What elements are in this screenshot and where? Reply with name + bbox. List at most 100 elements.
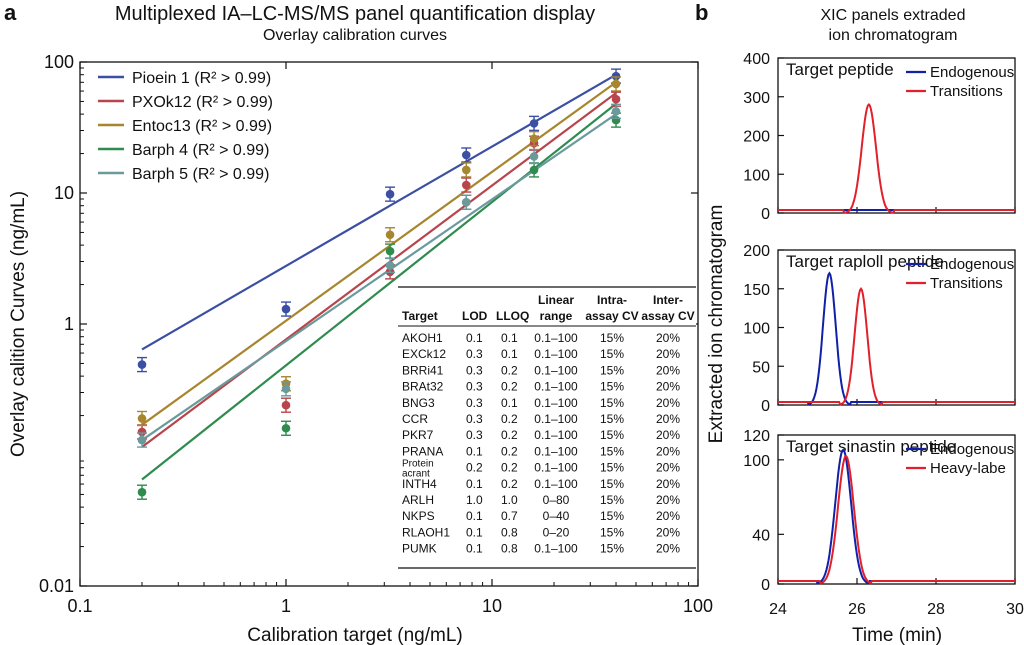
xic-y-tick-label: 100 [743, 167, 770, 184]
y-tick-label: 0.01 [39, 576, 74, 596]
table-header: Target [402, 309, 438, 323]
table-cell: 20% [656, 363, 680, 377]
table-cell: 15% [600, 509, 624, 523]
table-cell: 15% [600, 477, 624, 491]
table-cell: 0.1 [466, 444, 483, 458]
calibration-plot: 0.1 1 10 100 0.01 1 10 100 Calibration target (… [8, 52, 713, 645]
table-cell: 15% [600, 412, 624, 426]
chart-title: Multiplexed IA–LC-MS/MS panel quantifica… [115, 3, 595, 25]
x-axis-label: Calibration target (ng/mL) [247, 625, 462, 645]
table-cell: INTH4 [402, 477, 437, 491]
table-cell: 0–40 [543, 509, 570, 523]
table-cell: ARLH [402, 493, 434, 507]
xic-panel-title: Target sinastin peptide [786, 437, 956, 456]
data-point-green [137, 487, 147, 497]
table-cell: 0.1–100 [534, 396, 578, 410]
table-cell: 0.1 [466, 525, 483, 539]
table-cell: acrant [402, 469, 430, 480]
table-cell: 0.2 [501, 380, 518, 394]
table-header: Linear [538, 293, 574, 307]
table-cell: 20% [656, 331, 680, 345]
table-cell: PUMK [402, 542, 437, 556]
table-header: LLOQ [496, 309, 529, 323]
panel-a-letter: a [4, 0, 17, 25]
table-cell: 0.3 [466, 347, 483, 361]
table-cell: 0.1 [501, 396, 518, 410]
table-cell: 15% [600, 380, 624, 394]
xic-panel-3: 0 40 100 120 Target sinastin peptideEndogeno… [743, 428, 1024, 618]
table-cell: 0.8 [501, 525, 518, 539]
table-cell: 0.1–100 [534, 542, 578, 556]
table-cell: 20% [656, 396, 680, 410]
table-cell: 20% [656, 380, 680, 394]
xic-legend-label: Endogenous [930, 256, 1014, 273]
y-tick-label: 10 [54, 183, 74, 203]
data-point-teal [281, 384, 291, 394]
table-cell: 15% [600, 396, 624, 410]
table-cell: 0.1–100 [534, 412, 578, 426]
calibration-legend: Pioein 1 (R² > 0.99) PXOk12 (R² > 0.99) En… [98, 70, 273, 183]
table-header: assay CV [585, 309, 638, 323]
xic-x-tick-label: 26 [848, 601, 866, 618]
xic-y-tick-label: 40 [752, 527, 770, 544]
table-cell: 20% [656, 444, 680, 458]
legend-label: PXOk12 (R² > 0.99) [132, 94, 273, 111]
xic-panel-2: 0 50 100 150 200 Target raploll peptideEndoge… [743, 243, 1016, 415]
data-point-green [529, 165, 539, 175]
table-cell: 0.1–100 [534, 363, 578, 377]
table-cell: 0.2 [501, 428, 518, 442]
table-header: LOD [462, 309, 488, 323]
data-point-teal [611, 107, 621, 116]
table-cell: EXCk12 [402, 347, 446, 361]
data-point-gold [529, 134, 539, 143]
legend-label: Entoc13 (R² > 0.99) [132, 118, 272, 135]
table-header: range [540, 309, 573, 323]
legend-label: Pioein 1 (R² > 0.99) [132, 70, 271, 87]
table-cell: PRANA [402, 444, 443, 458]
y-tick-label: 100 [44, 52, 74, 72]
table-cell: 15% [600, 525, 624, 539]
table-background [398, 285, 696, 569]
table-cell: 15% [600, 493, 624, 507]
table-cell: 15% [600, 363, 624, 377]
xic-frame [777, 434, 1016, 585]
data-point-blue [281, 304, 291, 314]
panel-b-title-line2: ion chromatogram [829, 27, 958, 44]
xic-legend-label: Transitions [930, 83, 1003, 100]
data-point-gold [461, 165, 471, 175]
table-cell: 0.1–100 [534, 380, 578, 394]
table-cell: 0.3 [466, 380, 483, 394]
xic-legend-label: Endogenous [930, 441, 1014, 458]
table-cell: BRRi41 [402, 363, 444, 377]
table-cell: CCR [402, 412, 428, 426]
table-cell: 0.1 [466, 542, 483, 556]
data-point-teal [137, 435, 147, 445]
xic-trace-xic_red [778, 103, 1015, 214]
xic-legend-label: Transitions [930, 275, 1003, 292]
data-point-teal [385, 261, 395, 270]
table-cell: 15% [600, 444, 624, 458]
xic-panel-1: 0 100 200 300 400 Target peptide Endogenous Tra… [743, 51, 1016, 223]
calibration-points [137, 68, 622, 500]
xic-y-tick-label: 50 [752, 359, 770, 376]
data-point-green [281, 423, 291, 433]
xic-y-tick-label: 0 [761, 206, 770, 223]
table-cell: 20% [656, 412, 680, 426]
table-cell: 0.3 [466, 363, 483, 377]
table-cell: 0–80 [543, 493, 570, 507]
table-cell: 1.0 [466, 493, 483, 507]
xic-x-axis-label: Time (min) [852, 625, 942, 645]
table-cell: BNG3 [402, 396, 435, 410]
table-cell: 0.2 [501, 461, 518, 475]
xic-y-tick-label: 300 [743, 90, 770, 107]
table-cell: 20% [656, 542, 680, 556]
xic-y-tick-label: 400 [743, 51, 770, 68]
table-cell: 0.1 [466, 331, 483, 345]
data-point-gold [137, 414, 147, 423]
xic-y-tick-label: 200 [743, 243, 770, 260]
table-cell: 0–20 [543, 525, 570, 539]
data-point-blue [529, 119, 539, 128]
panel-b-title-line1: XIC panels extraded [821, 7, 966, 24]
xic-y-tick-label: 0 [761, 398, 770, 415]
